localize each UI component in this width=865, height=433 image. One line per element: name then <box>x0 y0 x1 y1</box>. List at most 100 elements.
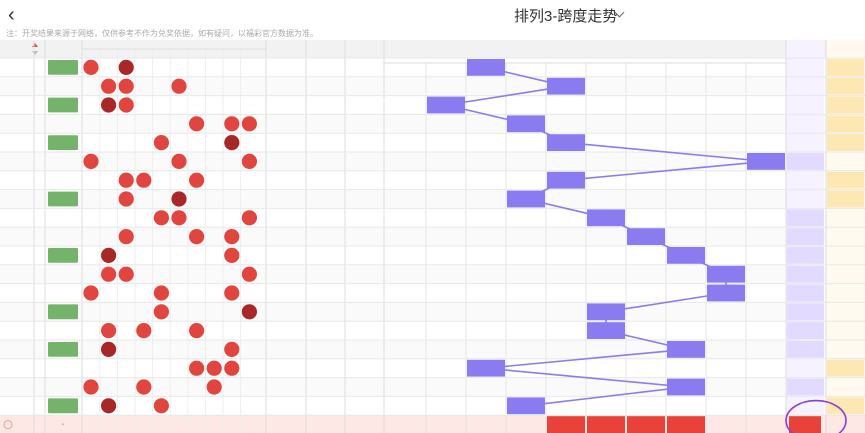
number-highlight <box>48 191 78 207</box>
number-highlight <box>48 342 78 357</box>
ball-2 <box>118 229 134 245</box>
header-row-bg <box>0 40 865 58</box>
ball-6 <box>189 360 205 376</box>
pick-radio-icon[interactable] <box>3 420 13 430</box>
span-box <box>507 115 545 133</box>
ball-2 <box>118 172 134 188</box>
ball-5 <box>171 78 187 94</box>
pick-selected-box[interactable] <box>667 416 705 433</box>
ball-9 <box>241 116 257 132</box>
small-cell-bg <box>827 77 864 95</box>
ball-9 <box>241 153 257 169</box>
small-cell-bg <box>827 115 864 133</box>
ball-3 <box>136 379 152 395</box>
ball-7 <box>206 360 222 376</box>
number-highlight <box>48 135 78 150</box>
ball-1 <box>101 266 117 282</box>
big-cell-bg <box>787 303 824 321</box>
row-stripe <box>0 264 865 284</box>
ball-4 <box>153 398 169 414</box>
ball-6 <box>189 229 205 245</box>
row-stripe <box>0 114 865 134</box>
page-title[interactable]: 排列3-跨度走势 <box>514 8 618 25</box>
ball-4 <box>153 210 169 226</box>
highlight-circle <box>785 399 847 433</box>
span-box <box>467 59 505 76</box>
ball-6 <box>189 116 205 132</box>
pick-big-box[interactable] <box>789 416 821 433</box>
small-cell-bg <box>827 171 864 189</box>
ball-7 <box>206 379 222 395</box>
ball-4 <box>153 304 169 320</box>
small-cell-bg <box>827 190 864 208</box>
big-cell-bg <box>787 378 824 396</box>
span-box <box>507 190 545 208</box>
big-cell-bg <box>787 265 824 283</box>
ball-8 <box>224 116 240 132</box>
ball-6 <box>189 172 205 188</box>
pick-selected-box[interactable] <box>627 416 665 433</box>
span-box <box>667 378 705 396</box>
span-box <box>587 303 625 321</box>
span-box <box>427 96 465 114</box>
pick-row-bg <box>0 415 865 433</box>
ball-1 <box>101 247 117 263</box>
ball-9 <box>241 304 257 320</box>
number-highlight <box>48 398 78 414</box>
ball-1 <box>101 398 117 414</box>
ball-9 <box>241 210 257 226</box>
small-cell-bg <box>827 397 864 415</box>
span-box <box>467 359 505 377</box>
row-stripe <box>0 377 865 397</box>
row-stripe <box>0 152 865 171</box>
row-stripe <box>0 189 865 209</box>
ball-1 <box>101 341 117 357</box>
ball-8 <box>224 135 240 151</box>
span-box <box>707 265 745 283</box>
span-box <box>507 397 545 415</box>
ball-1 <box>101 97 117 113</box>
big-cell-bg <box>787 341 824 358</box>
number-highlight <box>48 248 78 263</box>
big-cell-bg <box>787 153 824 170</box>
ball-2 <box>118 78 134 94</box>
ball-2 <box>118 59 134 75</box>
ball-5 <box>171 210 187 226</box>
ball-8 <box>224 285 240 301</box>
ball-8 <box>224 229 240 245</box>
ball-0 <box>83 153 99 169</box>
big-cell-bg <box>787 284 824 302</box>
pick-selected-box[interactable] <box>547 416 585 433</box>
ball-0 <box>83 59 99 75</box>
row-stripe <box>0 302 865 322</box>
ball-0 <box>83 379 99 395</box>
small-cell-bg <box>827 96 864 114</box>
span-box <box>547 171 585 189</box>
ball-5 <box>171 153 187 169</box>
row-stripe <box>0 340 865 359</box>
ball-3 <box>136 172 152 188</box>
big-cell-bg <box>787 322 824 339</box>
back-arrow-icon[interactable]: ‹ <box>8 4 15 26</box>
ball-5 <box>171 191 187 207</box>
top-bar: ‹ 排列3-跨度走势 注：开奖结果来源于网络，仅供参考不作为兑奖依据，如有疑问，… <box>0 0 865 40</box>
ball-8 <box>224 247 240 263</box>
disclaimer-note: 注：开奖结果来源于网络，仅供参考不作为兑奖依据，如有疑问，以福彩官方数据为准。 <box>6 29 318 38</box>
ball-0 <box>83 285 99 301</box>
ball-1 <box>101 323 117 339</box>
span-box <box>627 228 665 245</box>
span-box <box>667 247 705 264</box>
big-cell-bg <box>787 247 824 264</box>
ball-1 <box>101 78 117 94</box>
ball-2 <box>118 191 134 207</box>
small-cell-bg <box>827 59 864 76</box>
ball-9 <box>241 266 257 282</box>
span-box <box>707 284 745 302</box>
span-box <box>667 341 705 358</box>
number-highlight <box>48 97 78 113</box>
pick-selected-box[interactable] <box>587 416 625 433</box>
ball-2 <box>118 266 134 282</box>
ball-4 <box>153 285 169 301</box>
span-box <box>747 153 785 170</box>
